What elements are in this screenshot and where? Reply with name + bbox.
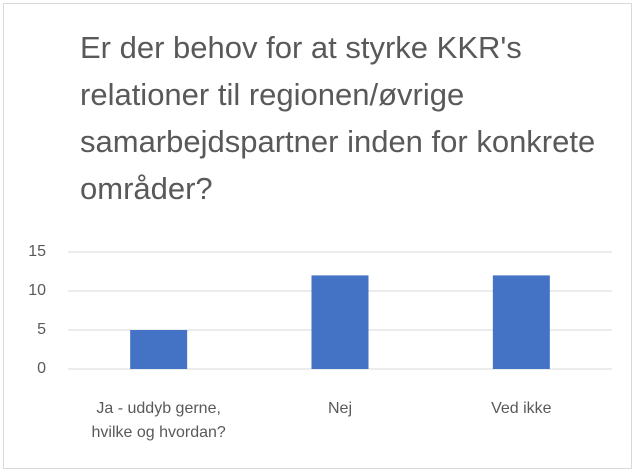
x-tick-label: Nej xyxy=(327,400,352,417)
x-tick-label: Ja - uddyb gerne, hvilke og hvordan? xyxy=(91,400,226,441)
y-tick-label: 15 xyxy=(28,243,46,260)
bar xyxy=(130,330,188,369)
y-tick-label: 10 xyxy=(28,282,46,299)
bar xyxy=(492,275,550,369)
chart-border xyxy=(3,3,632,469)
y-tick-label: 0 xyxy=(37,360,46,377)
bar xyxy=(311,275,369,369)
chart-title: Er der behov for at styrke KKR's relatio… xyxy=(80,30,596,206)
y-tick-label: 5 xyxy=(37,321,46,338)
x-tick-label: Ved ikke xyxy=(491,400,552,417)
